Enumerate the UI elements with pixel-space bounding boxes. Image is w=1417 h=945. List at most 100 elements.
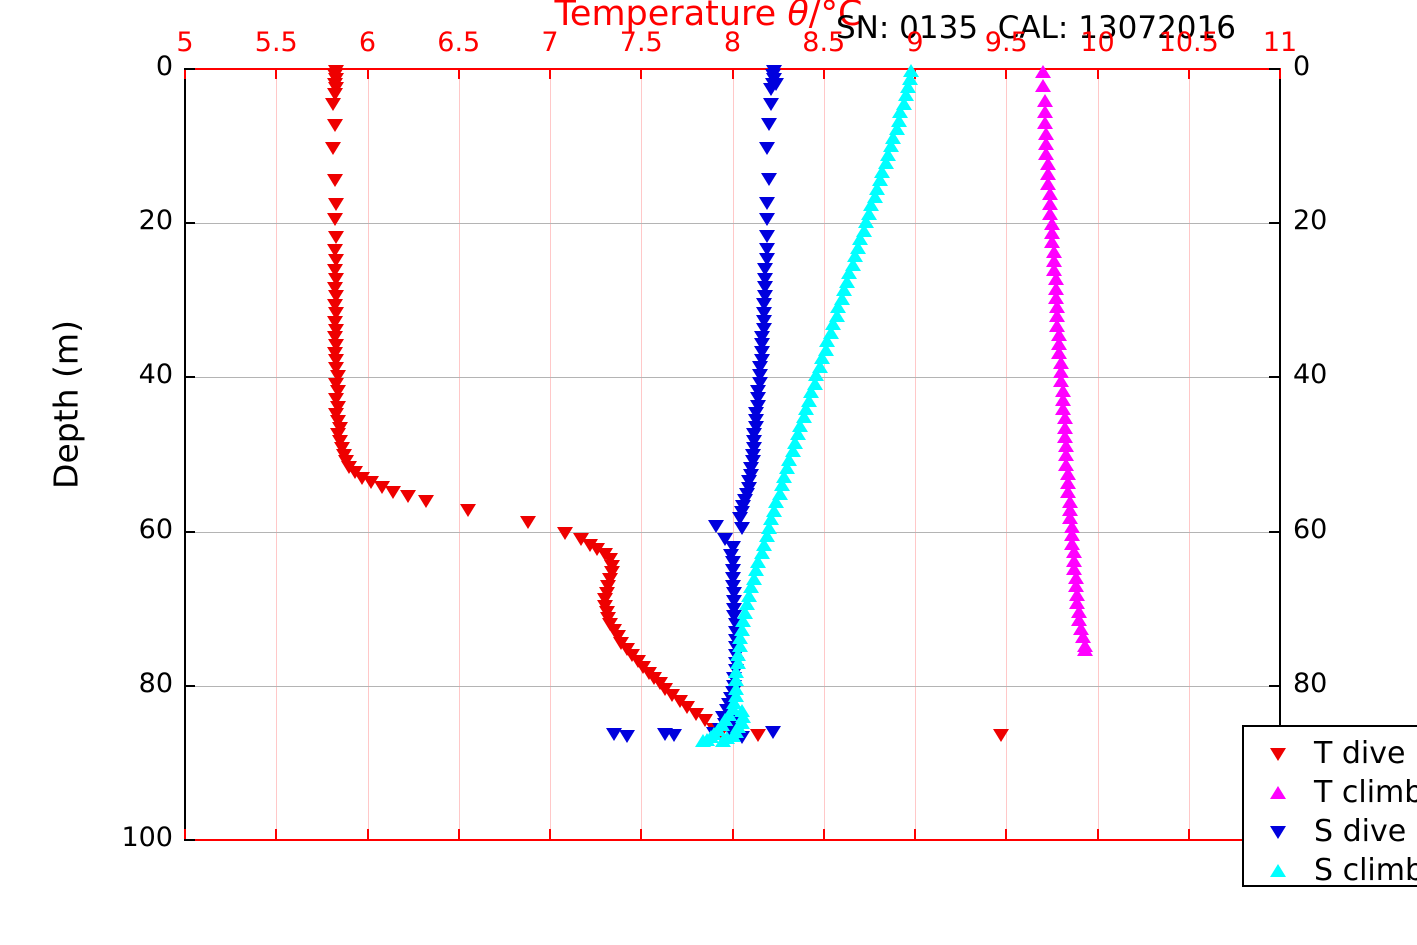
data-point-marker — [759, 230, 776, 244]
data-point-marker — [992, 729, 1009, 743]
data-point-marker — [326, 212, 343, 226]
data-point-marker — [520, 516, 537, 530]
y-axis-tick-label-left: 20 — [138, 205, 173, 237]
chart-title-prefix: Temperature — [554, 0, 788, 34]
data-point-marker — [417, 494, 434, 508]
gridline-horizontal — [185, 377, 1280, 379]
x-axis-tick-mark — [457, 829, 460, 840]
x-axis-tick-label: 6.5 — [437, 27, 481, 58]
chart-title-theta-symbol: θ — [787, 0, 809, 34]
y-axis-tick-mark — [1269, 684, 1280, 687]
data-point-marker — [328, 254, 345, 268]
data-point-marker — [326, 87, 343, 101]
y-axis-tick-label-left: 60 — [138, 513, 173, 545]
data-point-marker — [328, 197, 345, 211]
x-axis-tick-mark — [1005, 68, 1008, 79]
data-point-marker — [605, 727, 622, 741]
data-point-marker — [1042, 186, 1059, 200]
legend-entry-t-climb[interactable]: T climb — [1244, 773, 1417, 813]
data-point-marker — [328, 231, 345, 245]
x-axis-tick-mark — [640, 829, 643, 840]
legend-entry-t-dive[interactable]: T dive — [1244, 734, 1417, 774]
data-point-marker — [324, 141, 341, 155]
data-point-marker — [1040, 166, 1057, 180]
data-point-marker — [1036, 94, 1053, 108]
x-axis-tick-mark — [1096, 68, 1099, 79]
series-s-climb — [185, 64, 1280, 840]
x-axis-tick-mark — [822, 68, 825, 79]
gridline-vertical — [641, 69, 643, 840]
data-point-marker — [399, 490, 416, 504]
data-point-marker — [708, 520, 725, 534]
x-axis-tick-label: 5 — [176, 27, 194, 58]
legend-label: S dive — [1314, 814, 1407, 849]
y-axis-tick-mark — [184, 68, 195, 70]
y-axis-tick-mark — [184, 222, 195, 225]
x-axis-tick-mark — [366, 829, 369, 840]
data-point-marker — [759, 141, 776, 155]
gridline-vertical — [915, 69, 916, 840]
data-point-marker — [1042, 196, 1059, 210]
data-point-marker — [759, 212, 776, 226]
x-axis-tick-label: 6 — [358, 27, 377, 58]
legend-label: S climb — [1314, 853, 1417, 888]
y-axis-tick-mark — [184, 684, 195, 687]
data-point-marker — [385, 485, 402, 499]
legend-label: T dive — [1314, 736, 1406, 771]
data-point-marker — [695, 734, 712, 748]
data-point-marker — [733, 521, 750, 535]
legend-entry-s-dive[interactable]: S dive — [1244, 812, 1417, 852]
series-t-dive — [185, 65, 1280, 840]
x-axis-tick-mark — [731, 68, 734, 79]
data-point-marker — [324, 98, 341, 112]
data-point-marker — [1040, 176, 1057, 190]
legend-marker-triangle-down-icon — [1270, 748, 1286, 761]
y-axis-label: Depth (m) — [46, 320, 86, 489]
data-point-marker — [759, 243, 776, 257]
x-axis-tick-label: 7 — [541, 27, 559, 58]
gridline-vertical — [823, 69, 825, 840]
gridline-vertical — [550, 69, 551, 840]
data-point-marker — [1034, 78, 1051, 92]
y-axis-tick-label-right: 80 — [1293, 667, 1328, 699]
data-point-marker — [1036, 115, 1053, 129]
x-axis-tick-label: 5.5 — [254, 27, 298, 58]
data-point-marker — [759, 197, 776, 211]
y-axis-tick-label-right: 0 — [1293, 51, 1311, 82]
y-axis-tick-label-left: 0 — [155, 51, 173, 82]
data-point-marker — [326, 174, 343, 188]
y-axis-tick-label-left: 100 — [121, 822, 173, 853]
data-point-marker — [762, 83, 779, 97]
series-t-climb — [185, 65, 1280, 840]
legend-entry-s-climb[interactable]: S climb — [1244, 851, 1417, 891]
y-axis-tick-mark — [1269, 530, 1280, 533]
gridline-vertical — [1006, 69, 1008, 840]
x-axis-tick-mark — [549, 829, 551, 840]
data-point-marker — [326, 118, 343, 132]
x-axis-tick-mark — [1096, 829, 1099, 840]
data-point-marker — [1042, 206, 1059, 220]
x-axis-tick-mark — [457, 68, 460, 79]
x-axis-tick-label: 10.5 — [1158, 27, 1219, 58]
x-axis-tick-mark — [1005, 829, 1008, 840]
x-axis-tick-mark — [549, 68, 551, 79]
data-point-marker — [733, 704, 750, 718]
x-axis-tick-mark — [1187, 829, 1190, 840]
y-axis-tick-label-left: 80 — [138, 667, 173, 699]
x-axis-tick-mark — [731, 829, 734, 840]
x-axis-tick-mark — [275, 68, 278, 79]
legend: T dive T climb S dive S climb — [1242, 725, 1417, 888]
gridline-horizontal — [185, 223, 1280, 225]
data-point-marker — [618, 729, 635, 743]
data-point-marker — [666, 729, 683, 743]
x-axis-tick-label: 9 — [906, 27, 924, 58]
legend-marker-triangle-down-icon — [1270, 826, 1286, 839]
axis-spine-right — [1279, 69, 1281, 841]
legend-marker-triangle-up-icon — [1270, 786, 1286, 799]
gridline-vertical — [276, 69, 278, 840]
legend-label: T climb — [1314, 775, 1417, 810]
y-axis-tick-label-left: 40 — [138, 359, 173, 391]
x-axis-tick-label: 7.5 — [619, 27, 663, 58]
x-axis-tick-mark — [914, 829, 916, 840]
